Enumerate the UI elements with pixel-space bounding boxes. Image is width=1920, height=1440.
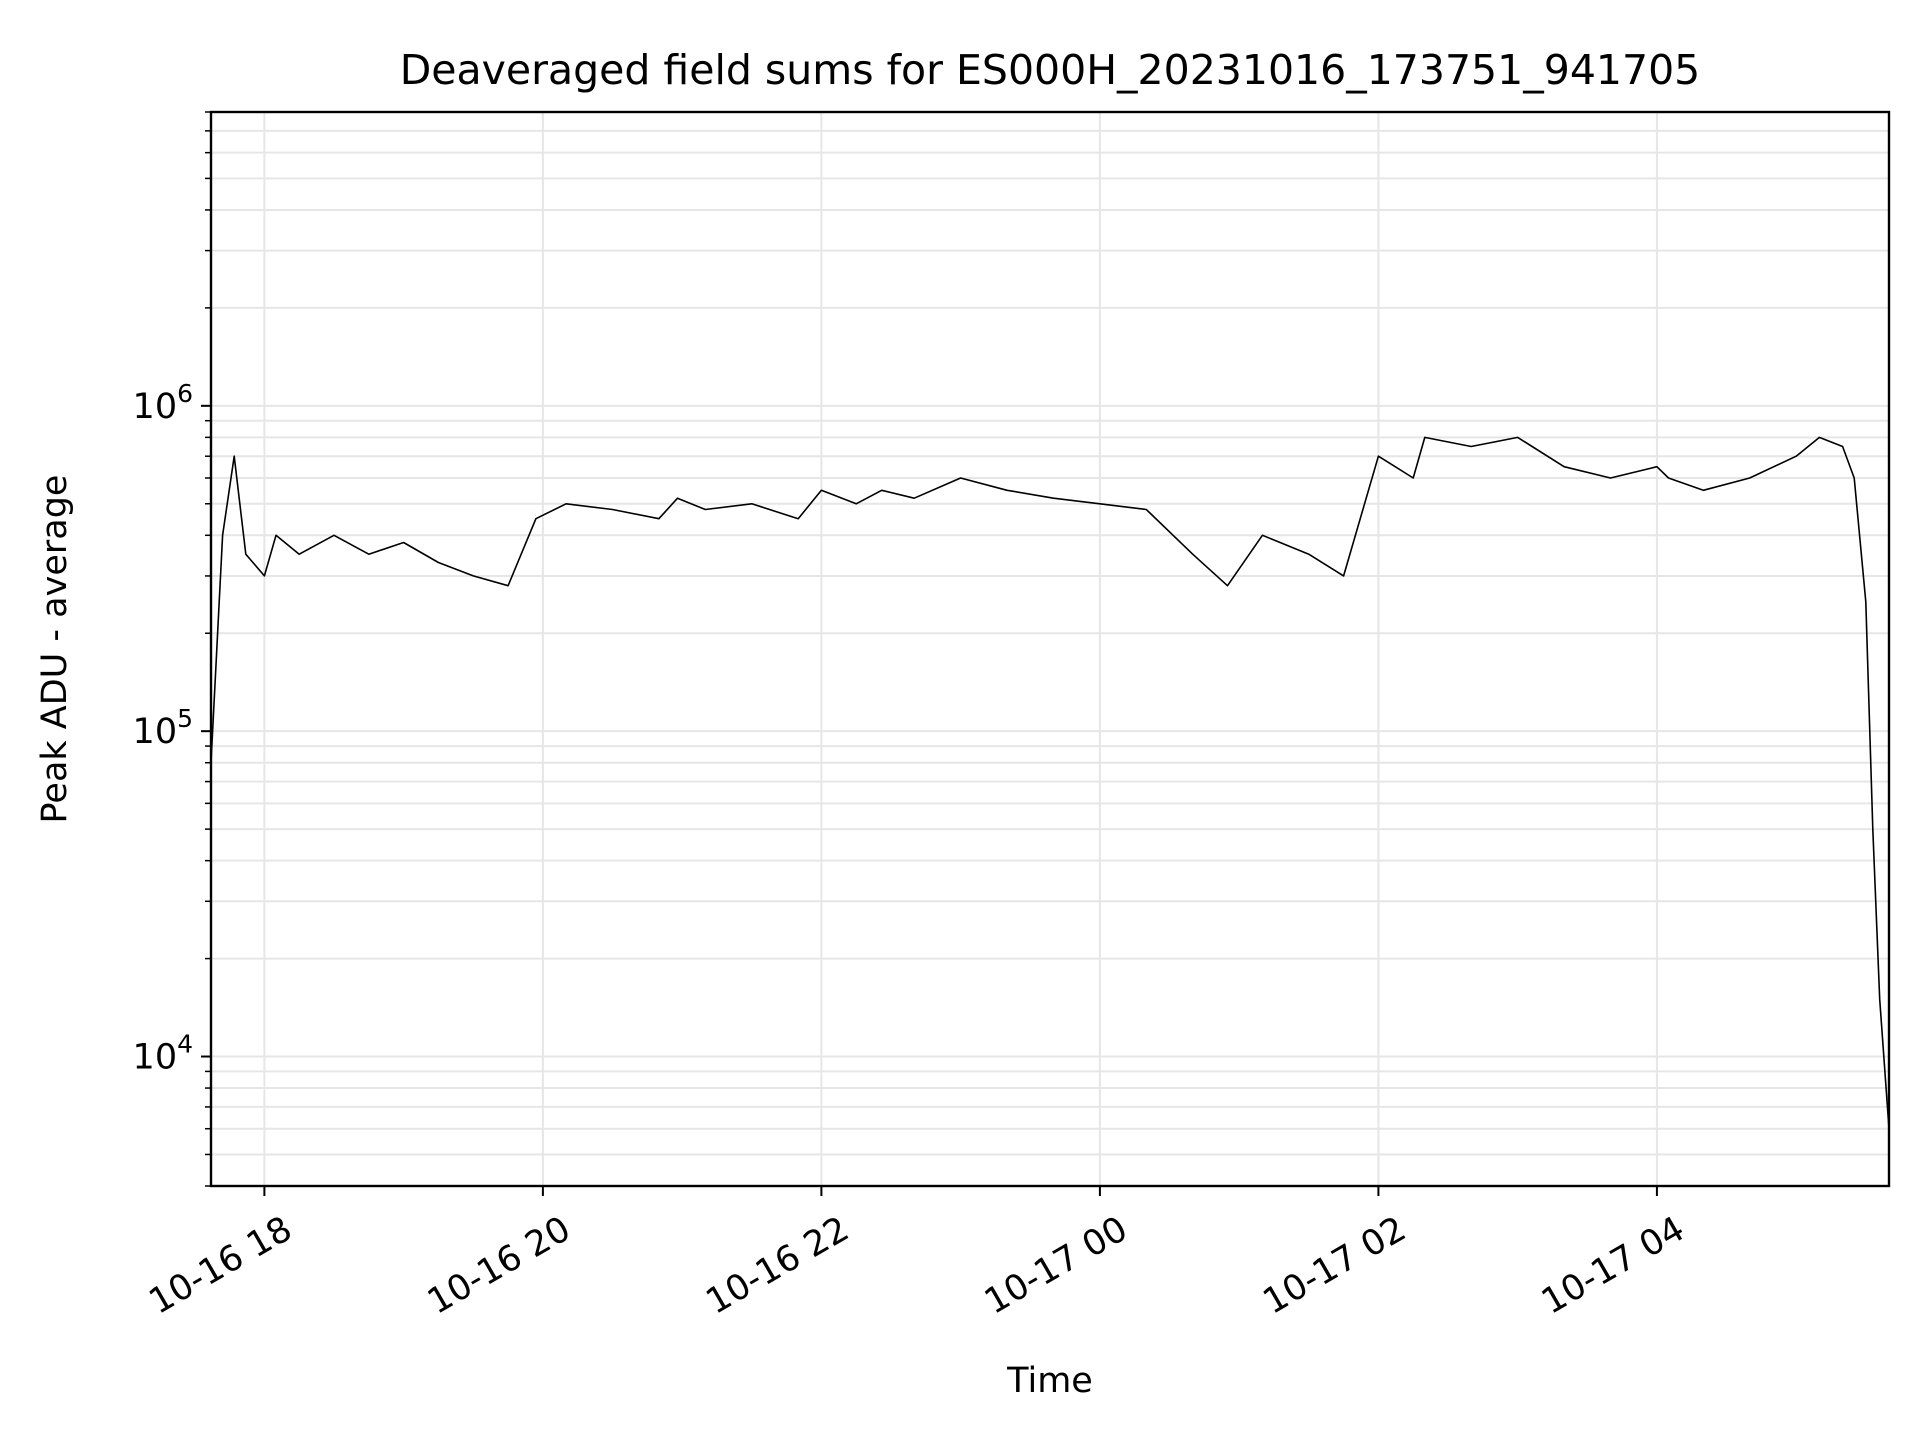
chart-title: Deaveraged field sums for ES000H_2023101…	[400, 46, 1701, 94]
y-axis-label: Peak ADU - average	[35, 475, 75, 824]
y-tick-label: 105	[133, 704, 193, 752]
plot-area	[210, 436, 1890, 1129]
y-tick-label: 106	[133, 379, 193, 427]
y-tick-label: 104	[133, 1030, 193, 1078]
grid	[211, 111, 1889, 1187]
x-axis-label: Time	[1006, 1361, 1093, 1401]
axes-frame	[209, 110, 1891, 1188]
series-line-0	[210, 436, 1890, 1129]
